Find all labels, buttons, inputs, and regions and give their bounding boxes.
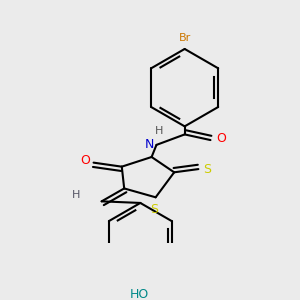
Text: O: O [217, 132, 226, 146]
Text: O: O [80, 154, 90, 167]
Text: N: N [145, 138, 154, 152]
Text: H: H [155, 126, 163, 136]
Text: H: H [72, 190, 80, 200]
Text: Br: Br [178, 33, 191, 43]
Text: S: S [203, 163, 211, 176]
Text: HO: HO [130, 288, 149, 300]
Text: S: S [150, 203, 158, 216]
